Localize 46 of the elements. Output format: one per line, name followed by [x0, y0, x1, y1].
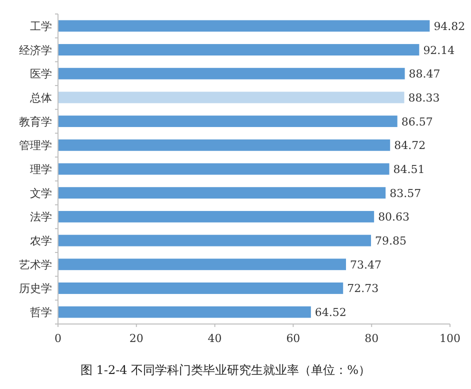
- bar: [58, 68, 405, 80]
- y-tick-label: 历史学: [19, 282, 52, 296]
- x-tick-label: 20: [129, 332, 144, 345]
- data-label: 88.47: [408, 68, 440, 81]
- bar: [58, 20, 430, 32]
- bar: [58, 139, 390, 151]
- bar: [58, 306, 311, 318]
- y-tick-label: 总体: [29, 91, 52, 104]
- data-label: 92.14: [423, 44, 455, 57]
- y-tick-label: 管理学: [19, 139, 52, 152]
- data-label: 79.85: [375, 234, 407, 248]
- data-label: 84.51: [393, 163, 425, 176]
- data-label: 64.52: [314, 306, 346, 320]
- data-label: 73.47: [350, 258, 382, 272]
- y-tick-label: 工学: [30, 20, 52, 33]
- x-tick-label: 0: [54, 332, 62, 345]
- data-label: 88.33: [408, 91, 440, 104]
- text: 图 1-2-4 不同学科门类毕业研究生就业率（单位：%）: [80, 363, 371, 377]
- y-tick-label: 法学: [30, 210, 52, 224]
- data-label: 84.72: [394, 139, 426, 152]
- bar: [58, 234, 372, 246]
- data-label: 94.82: [434, 20, 466, 33]
- x-tick-label: 100: [440, 332, 460, 345]
- y-tick-label: 艺术学: [19, 258, 52, 272]
- bar: [58, 258, 346, 270]
- bar: [58, 163, 390, 175]
- data-label: 86.57: [401, 115, 433, 128]
- bar: [58, 92, 404, 104]
- y-tick-label: 经济学: [19, 44, 52, 57]
- y-tick-label: 文学: [30, 186, 52, 200]
- data-label: 83.57: [390, 186, 422, 200]
- x-tick-label: 60: [286, 332, 300, 345]
- x-tick-label: 80: [364, 332, 379, 345]
- y-tick-label: 哲学: [30, 306, 52, 320]
- y-tick-label: 农学: [30, 234, 52, 248]
- bar: [58, 210, 374, 222]
- x-tick-label: 40: [208, 332, 222, 345]
- data-label: 80.63: [378, 210, 410, 224]
- data-label: 72.73: [347, 282, 379, 296]
- bar: [58, 44, 420, 56]
- y-tick-label: 教育学: [19, 115, 52, 128]
- bar: [58, 282, 344, 294]
- bar: [58, 116, 398, 128]
- bar: [58, 187, 386, 199]
- y-tick-label: 理学: [30, 163, 52, 176]
- y-tick-label: 医学: [30, 68, 52, 81]
